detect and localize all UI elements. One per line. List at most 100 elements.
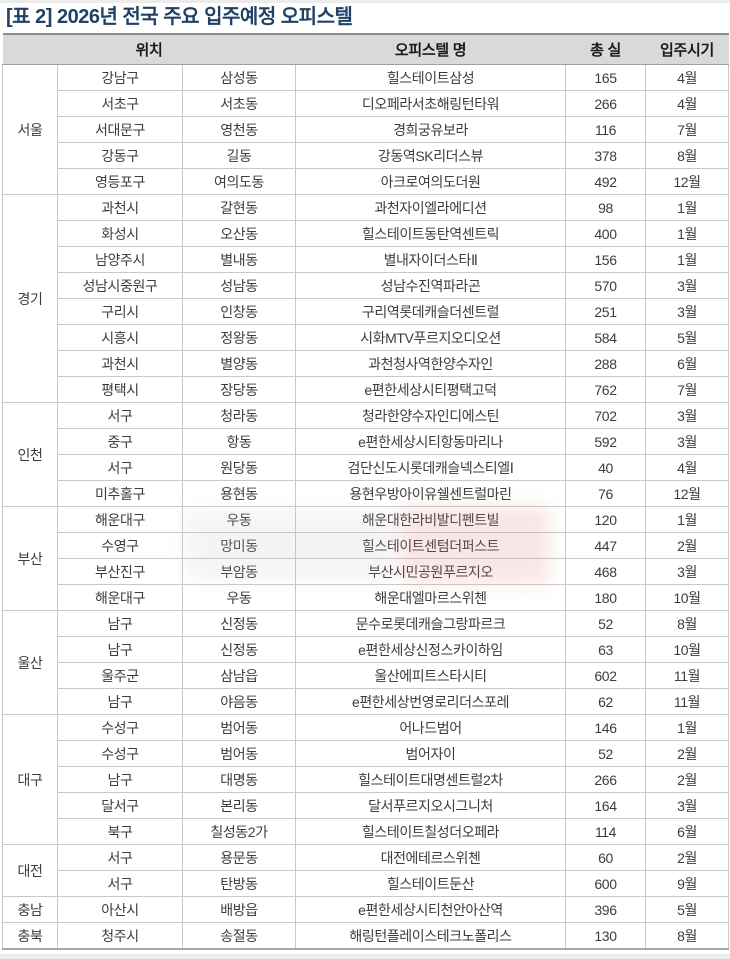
name-cell: 별내자이더스타Ⅱ	[295, 246, 567, 273]
dong-cell: 성남동	[181, 272, 297, 299]
units-cell: 52	[565, 610, 647, 637]
table-row: 부산 해운대구 우동 해운대한라비발디펜트빌 120 1월	[2, 506, 730, 611]
district-cell: 수영구	[57, 532, 183, 559]
dong-cell: 원당동	[181, 454, 297, 481]
dong-cell: 항동	[181, 428, 297, 455]
table-row: 화성시 오산동 힐스테이트동탄역센트릭 400 1월	[3, 220, 730, 247]
district-cell: 평택시	[57, 376, 183, 403]
district-cell: 구리시	[57, 298, 183, 325]
dong-cell: 오산동	[181, 220, 297, 247]
month-cell: 6월	[645, 350, 730, 377]
district-cell: 과천시	[57, 194, 183, 221]
month-cell: 1월	[645, 714, 730, 741]
dong-cell: 범어동	[181, 714, 297, 741]
col-header-movein: 입주시기	[645, 33, 729, 65]
district-cell: 중구	[57, 428, 183, 455]
units-cell: 98	[565, 194, 647, 221]
table-row: 성남시중원구 성남동 성남수진역파라곤 570 3월	[3, 272, 730, 299]
month-cell: 8월	[645, 610, 730, 637]
month-cell: 11월	[645, 662, 730, 689]
dong-cell: 영천동	[181, 116, 297, 143]
page-title: [표 2] 2026년 전국 주요 입주예정 오피스텔	[6, 6, 353, 28]
units-cell: 702	[565, 402, 647, 429]
units-cell: 762	[565, 376, 647, 403]
table-row: 인천 서구 청라동 청라한양수자인디에스틴 702 3월	[2, 402, 730, 507]
district-cell: 청주시	[57, 922, 183, 950]
month-cell: 7월	[645, 116, 730, 143]
units-cell: 116	[565, 116, 647, 143]
dong-cell: 별내동	[181, 246, 297, 273]
region-cell: 대구	[2, 714, 58, 845]
units-cell: 60	[565, 844, 647, 871]
district-cell: 남구	[57, 766, 183, 793]
name-cell: 힐스테이트삼성	[295, 64, 567, 91]
table-row: 울주군 삼남읍 울산에피트스타시티 602 11월	[3, 662, 730, 689]
table-row: 남구 신정동 e편한세상신정스카이하임 63 10월	[3, 636, 730, 663]
units-cell: 447	[565, 532, 647, 559]
district-cell: 부산진구	[57, 558, 183, 585]
district-cell: 성남시중원구	[57, 272, 183, 299]
name-cell: 아크로여의도더원	[295, 168, 567, 195]
name-cell: e편한세상시티평택고덕	[295, 376, 567, 403]
table-row: 수영구 망미동 힐스테이트센텀더퍼스트 447 2월	[3, 532, 730, 559]
table-row: 대구 수성구 범어동 어나드범어 146 1월	[2, 714, 730, 845]
table-row: 충북 청주시 송절동 해링턴플레이스테크노폴리스 130 8월	[2, 922, 730, 950]
month-cell: 3월	[645, 272, 730, 299]
district-cell: 울주군	[57, 662, 183, 689]
table-row: 남구 야음동 e편한세상번영로리더스포레 62 11월	[3, 688, 730, 715]
units-cell: 584	[565, 324, 647, 351]
district-cell: 북구	[57, 818, 183, 845]
dong-cell: 대명동	[181, 766, 297, 793]
month-cell: 12월	[645, 168, 730, 195]
units-cell: 120	[565, 506, 647, 533]
name-cell: 문수로롯데캐슬그랑파르크	[295, 610, 567, 637]
month-cell: 7월	[645, 376, 730, 403]
district-cell: 시흥시	[57, 324, 183, 351]
name-cell: 과천자이엘라에디션	[295, 194, 567, 221]
name-cell: 디오페라서초해링턴타워	[295, 90, 567, 117]
district-cell: 남구	[57, 610, 183, 637]
units-cell: 52	[565, 740, 647, 767]
bottom-edge-strip	[0, 954, 730, 959]
dong-cell: 망미동	[181, 532, 297, 559]
table-row: 시흥시 정왕동 시화MTV푸르지오디오션 584 5월	[3, 324, 730, 351]
district-cell: 화성시	[57, 220, 183, 247]
table-row: 미추홀구 용현동 용현우방아이유쉘센트럴마린 76 12월	[3, 480, 730, 507]
dong-cell: 우동	[181, 506, 297, 533]
name-cell: 범어자이	[295, 740, 567, 767]
region-cell: 부산	[2, 506, 58, 611]
dong-cell: 서초동	[181, 90, 297, 117]
table-row: 달서구 본리동 달서푸르지오시그니처 164 3월	[3, 792, 730, 819]
table-row: 영등포구 여의도동 아크로여의도더원 492 12월	[3, 168, 730, 195]
table-row: 경기 과천시 갈현동 과천자이엘라에디션 98 1월	[2, 194, 730, 403]
units-cell: 600	[565, 870, 647, 897]
dong-cell: 용문동	[181, 844, 297, 871]
month-cell: 1월	[645, 246, 730, 273]
month-cell: 1월	[645, 220, 730, 247]
units-cell: 130	[565, 922, 647, 950]
month-cell: 4월	[645, 454, 730, 481]
units-cell: 570	[565, 272, 647, 299]
col-header-name: 오피스텔 명	[295, 33, 566, 65]
month-cell: 2월	[645, 844, 730, 871]
month-cell: 3월	[645, 792, 730, 819]
units-cell: 164	[565, 792, 647, 819]
district-cell: 강남구	[57, 64, 183, 91]
month-cell: 4월	[645, 64, 730, 91]
col-header-location: 위치	[2, 33, 296, 65]
units-cell: 180	[565, 584, 647, 611]
units-cell: 468	[565, 558, 647, 585]
units-cell: 165	[565, 64, 647, 91]
district-cell: 수성구	[57, 714, 183, 741]
dong-cell: 신정동	[181, 610, 297, 637]
district-cell: 아산시	[57, 896, 183, 923]
dong-cell: 야음동	[181, 688, 297, 715]
month-cell: 3월	[645, 558, 730, 585]
units-cell: 114	[565, 818, 647, 845]
table-row: 수성구 범어동 범어자이 52 2월	[3, 740, 730, 767]
month-cell: 8월	[645, 922, 730, 950]
month-cell: 12월	[645, 480, 730, 507]
name-cell: 성남수진역파라곤	[295, 272, 567, 299]
name-cell: 강동역SK리더스뷰	[295, 142, 567, 169]
table-row: 중구 항동 e편한세상시티항동마리나 592 3월	[3, 428, 730, 455]
